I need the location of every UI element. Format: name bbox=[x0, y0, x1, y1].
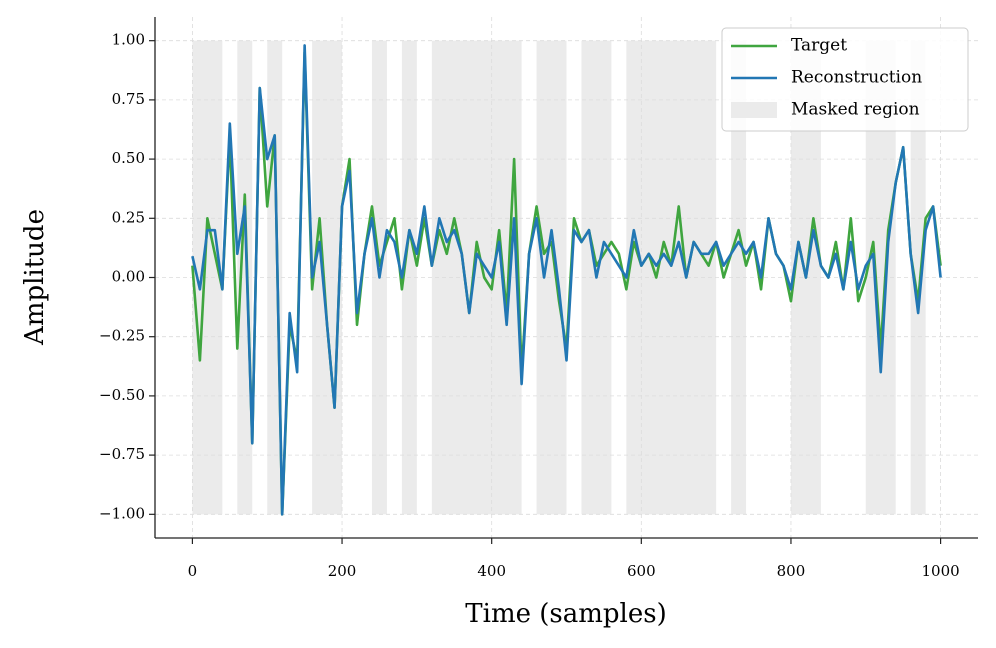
y-tick-label: 0.00 bbox=[112, 268, 145, 286]
legend-label: Masked region bbox=[791, 100, 920, 120]
legend: Target Reconstruction Masked region bbox=[721, 27, 969, 132]
y-tick-label: −0.50 bbox=[99, 386, 145, 404]
y-axis-label: Amplitude bbox=[20, 209, 50, 346]
y-tick-label: −0.25 bbox=[99, 327, 145, 345]
x-tick-label: 0 bbox=[188, 562, 198, 580]
axes-layer: −1.00 −0.75 −0.50 −0.25 0.00 0.25 0.50 0.75 1.00… bbox=[99, 31, 960, 580]
y-tick-label: 0.25 bbox=[112, 208, 145, 226]
x-tick-label: 800 bbox=[777, 562, 806, 580]
series-line bbox=[191, 44, 942, 516]
x-tick-label: 200 bbox=[328, 562, 357, 580]
x-tick-label: 1000 bbox=[921, 562, 959, 580]
legend-swatch bbox=[731, 102, 777, 118]
legend-label: Target bbox=[791, 36, 847, 56]
x-tick-label: 600 bbox=[627, 562, 656, 580]
y-tick-label: −0.75 bbox=[99, 445, 145, 463]
legend-box bbox=[721, 27, 969, 132]
x-tick-label: 400 bbox=[477, 562, 506, 580]
legend-label: Reconstruction bbox=[791, 68, 922, 88]
y-tick-label: 0.50 bbox=[112, 149, 145, 167]
x-axis-label: Time (samples) bbox=[465, 599, 666, 629]
y-tick-label: 0.75 bbox=[112, 90, 145, 108]
y-tick-label: 1.00 bbox=[112, 31, 145, 49]
y-tick-label: −1.00 bbox=[99, 504, 145, 522]
plot-layer bbox=[191, 44, 942, 516]
